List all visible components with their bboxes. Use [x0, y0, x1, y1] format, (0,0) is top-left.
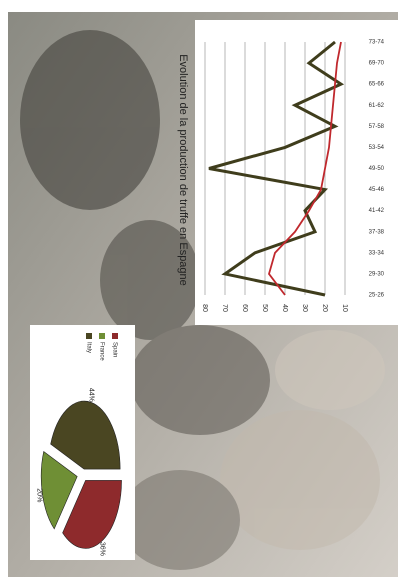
y-tick-label: 60 [241, 304, 248, 312]
data-line [268, 41, 342, 296]
x-tick-label: 33-34 [369, 250, 385, 256]
x-tick-label: 45-46 [369, 187, 385, 193]
legend-label: Spain [111, 342, 117, 357]
pie-slice [40, 450, 78, 530]
x-tick-label: 29-30 [369, 271, 385, 277]
value-label: 44% [88, 388, 95, 402]
y-tick-label: 80 [201, 304, 208, 312]
x-tick-label: 61-62 [369, 103, 385, 109]
y-tick-label: 40 [281, 304, 288, 312]
x-tick-label: 73-74 [369, 40, 385, 46]
pie-slice [62, 480, 122, 549]
y-tick-label: 10 [341, 304, 348, 312]
pie-slice [50, 400, 121, 470]
x-tick-label: 69-70 [369, 61, 385, 67]
line-chart: Evolution de la production de truffe en … [177, 40, 385, 312]
data-line [208, 40, 345, 297]
legend-swatch [99, 333, 105, 339]
legend-label: France [98, 342, 104, 361]
x-tick-label: 37-38 [369, 229, 385, 235]
legend-label: Italy [85, 342, 91, 353]
x-tick-label: 25-26 [369, 293, 385, 299]
y-tick-label: 50 [261, 304, 268, 312]
value-label: 36% [98, 542, 105, 556]
x-tick-label: 65-66 [369, 82, 385, 88]
x-tick-label: 53-54 [369, 145, 385, 151]
x-tick-label: 57-58 [369, 124, 385, 130]
chart-title: Evolution de la production de truffe en … [177, 54, 189, 286]
y-tick-label: 20 [321, 304, 328, 312]
legend-swatch [86, 333, 92, 339]
pie-chart: 36% 20% 44% Spain France Italy [36, 333, 122, 556]
y-tick-label: 70 [221, 304, 228, 312]
truffles [20, 30, 385, 570]
x-tick-label: 41-42 [369, 208, 385, 214]
y-tick-label: 30 [301, 304, 308, 312]
x-tick-label: 49-50 [369, 166, 385, 172]
value-label: 20% [36, 488, 43, 502]
legend-swatch [112, 333, 118, 339]
